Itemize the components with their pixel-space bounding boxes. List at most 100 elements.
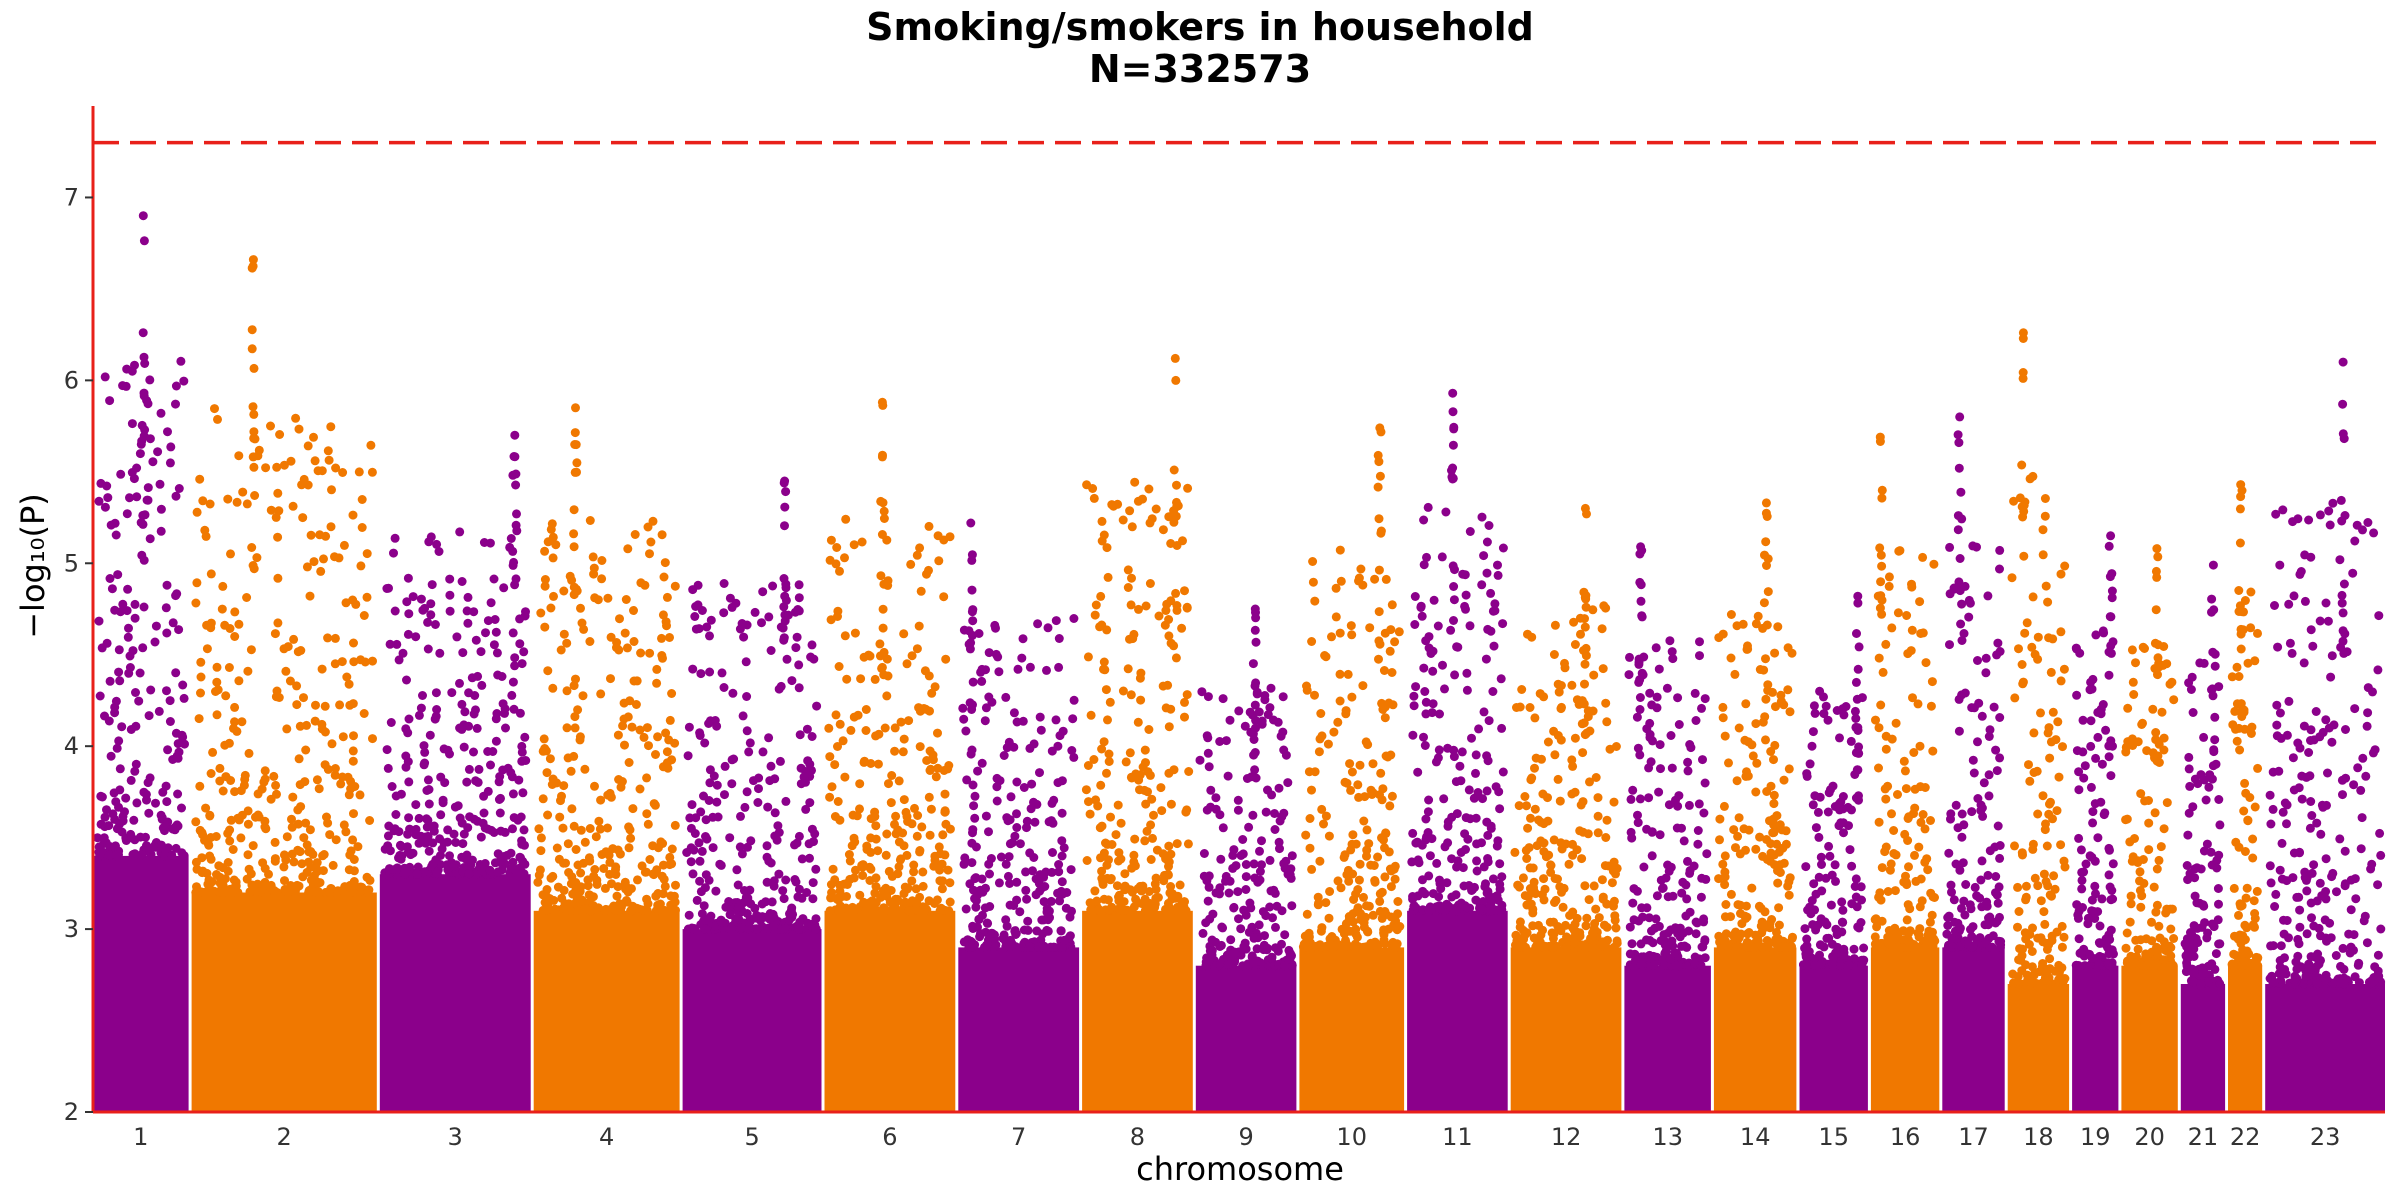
snp-point — [1221, 736, 1231, 746]
snp-point — [1233, 795, 1243, 805]
snp-point — [591, 832, 601, 842]
snp-point — [1203, 733, 1213, 743]
snp-point — [177, 803, 186, 813]
snp-point — [1742, 942, 1752, 952]
snp-point — [1266, 683, 1276, 693]
snp-point — [1762, 512, 1772, 521]
snp-point — [1215, 737, 1225, 746]
snp-point — [1419, 560, 1429, 570]
snp-point — [1609, 942, 1619, 952]
snp-point — [404, 813, 414, 823]
snp-point — [738, 711, 748, 721]
snp-point — [1144, 887, 1154, 896]
snp-point — [1478, 897, 1488, 906]
snp-point — [431, 711, 441, 721]
snp-point — [1033, 942, 1043, 952]
snp-point — [1344, 914, 1354, 924]
snp-point — [1768, 687, 1777, 697]
snp-point — [1665, 636, 1675, 646]
snp-point — [887, 771, 897, 780]
snp-point — [145, 773, 155, 783]
snp-point — [462, 850, 472, 860]
snp-point — [1157, 806, 1167, 816]
snp-point — [1177, 623, 1187, 633]
snp-point — [1570, 640, 1580, 649]
snp-point — [780, 924, 790, 933]
snp-point — [2104, 670, 2114, 680]
snp-point — [1957, 809, 1967, 819]
snp-point — [891, 829, 901, 839]
chromosome-3-band — [379, 874, 531, 1112]
snp-point — [652, 664, 662, 674]
snp-point — [424, 537, 434, 547]
snp-point — [648, 841, 658, 851]
snp-point — [1324, 831, 1334, 841]
snp-point — [491, 736, 501, 746]
snp-point — [1462, 903, 1472, 913]
snp-point — [732, 865, 742, 875]
snp-point — [1489, 641, 1499, 651]
snp-point — [1374, 565, 1384, 575]
chromosome-13-band — [1624, 965, 1711, 1112]
snp-point — [1658, 884, 1667, 893]
snp-point — [138, 643, 148, 653]
snp-point — [1427, 834, 1437, 844]
snp-point — [882, 691, 892, 701]
snp-point — [795, 730, 805, 740]
snp-point — [1995, 841, 2005, 850]
snp-point — [94, 496, 104, 506]
snp-point — [720, 790, 729, 800]
snp-point — [1021, 867, 1031, 877]
snp-point — [127, 833, 137, 843]
snp-point — [690, 829, 700, 838]
snp-point — [1407, 857, 1417, 867]
snp-point — [899, 889, 909, 899]
snp-point — [1140, 785, 1150, 795]
snp-point — [840, 772, 850, 782]
snp-point — [245, 887, 255, 897]
snp-point — [94, 616, 104, 626]
snp-point — [445, 574, 455, 584]
snp-point — [1380, 713, 1390, 723]
snp-point — [1479, 707, 1489, 717]
snp-point — [126, 725, 136, 734]
snp-point — [416, 703, 426, 713]
snp-point — [1104, 757, 1114, 766]
snp-point — [160, 821, 170, 831]
snp-point — [640, 867, 650, 877]
snp-point — [1530, 804, 1540, 814]
snp-point — [1333, 876, 1343, 886]
snp-point — [631, 700, 641, 709]
snp-point — [643, 899, 653, 909]
snp-point — [422, 822, 432, 832]
snp-point — [271, 780, 281, 790]
snp-point — [581, 904, 591, 914]
snp-point — [2074, 767, 2084, 777]
snp-point — [1913, 699, 1923, 709]
snp-point — [2101, 725, 2111, 735]
snp-point — [1564, 859, 1574, 869]
snp-point — [1695, 651, 1704, 661]
snp-point — [896, 854, 906, 864]
snp-point — [1439, 794, 1449, 804]
snp-point — [570, 712, 580, 722]
snp-point — [1084, 797, 1093, 807]
snp-point — [1448, 463, 1458, 473]
snp-point — [231, 877, 241, 887]
snp-point — [1283, 778, 1293, 788]
snp-point — [497, 672, 507, 681]
snp-point — [1442, 878, 1452, 888]
snp-point — [1893, 790, 1902, 799]
snp-point — [1101, 685, 1111, 695]
snp-point — [102, 481, 112, 491]
snp-point — [1043, 623, 1053, 633]
snp-point — [659, 572, 669, 582]
snp-point — [1477, 904, 1487, 914]
snp-point — [1689, 958, 1699, 968]
snp-point — [1852, 902, 1862, 912]
snp-point — [882, 535, 892, 545]
snp-point — [145, 375, 155, 385]
snp-point — [1281, 750, 1291, 760]
snp-point — [569, 529, 579, 539]
snp-point — [1720, 731, 1730, 741]
